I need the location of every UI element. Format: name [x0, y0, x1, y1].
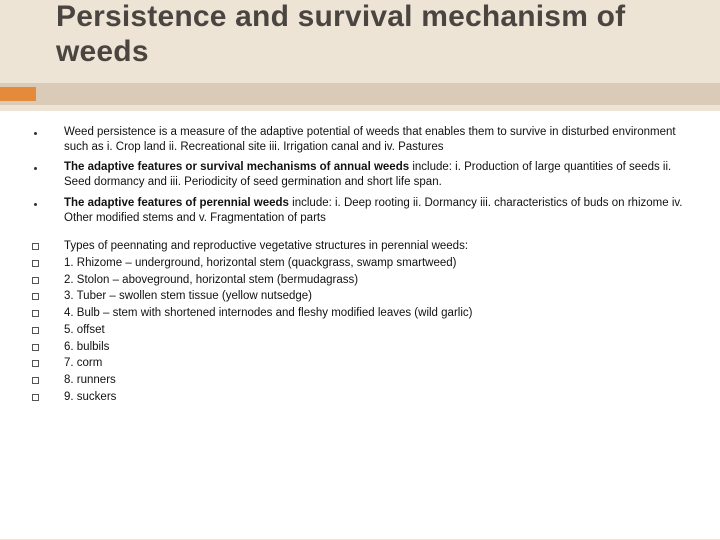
bullet-square-icon	[26, 289, 64, 303]
list-item: 5. offset	[26, 323, 694, 338]
spacer	[26, 231, 694, 239]
slide-title: Persistence and survival mechanism of we…	[56, 0, 720, 69]
list-item-text: 9. suckers	[64, 390, 694, 405]
bullet-square-icon	[26, 340, 64, 354]
list-item: 1. Rhizome – underground, horizontal ste…	[26, 256, 694, 271]
list-item: 4. Bulb – stem with shortened internodes…	[26, 306, 694, 321]
bullet-square-icon	[26, 273, 64, 287]
bullet-row: The adaptive features or survival mechan…	[26, 160, 694, 189]
list-item-text: 6. bulbils	[64, 340, 694, 355]
title-area: Persistence and survival mechanism of we…	[0, 0, 720, 69]
bullet-square-icon	[26, 356, 64, 370]
bullet-square-icon	[26, 256, 64, 270]
list-heading: Types of peennating and reproductive veg…	[64, 239, 694, 254]
list-item: 3. Tuber – swollen stem tissue (yellow n…	[26, 289, 694, 304]
bullet-square-icon	[26, 390, 64, 404]
bullet-square-icon	[26, 239, 64, 253]
list-items: 1. Rhizome – underground, horizontal ste…	[26, 256, 694, 404]
bullet-dot-icon	[26, 125, 64, 138]
bullet-dot-icon	[26, 160, 64, 173]
list-item: 7. corm	[26, 356, 694, 371]
paragraph-1: Weed persistence is a measure of the ada…	[64, 125, 694, 154]
bullet-square-icon	[26, 373, 64, 387]
list-item-text: 4. Bulb – stem with shortened internodes…	[64, 306, 694, 321]
list-item: 6. bulbils	[26, 340, 694, 355]
list-heading-row: Types of peennating and reproductive veg…	[26, 239, 694, 254]
paragraph-3-bold: The adaptive features of perennial weeds	[64, 197, 289, 209]
paragraph-3: The adaptive features of perennial weeds…	[64, 196, 694, 225]
content-area: Weed persistence is a measure of the ada…	[0, 111, 720, 539]
list-item-text: 7. corm	[64, 356, 694, 371]
list-item: 8. runners	[26, 373, 694, 388]
bullet-square-icon	[26, 306, 64, 320]
bullet-row: Weed persistence is a measure of the ada…	[26, 125, 694, 154]
bullet-dot-icon	[26, 196, 64, 209]
list-item: 2. Stolon – aboveground, horizontal stem…	[26, 273, 694, 288]
list-item-text: 2. Stolon – aboveground, horizontal stem…	[64, 273, 694, 288]
bullet-row: The adaptive features of perennial weeds…	[26, 196, 694, 225]
paragraph-2-bold: The adaptive features or survival mechan…	[64, 161, 409, 173]
accent-bar	[0, 83, 720, 105]
list-item-text: 3. Tuber – swollen stem tissue (yellow n…	[64, 289, 694, 304]
list-item-text: 8. runners	[64, 373, 694, 388]
bullet-square-icon	[26, 323, 64, 337]
list-item-text: 1. Rhizome – underground, horizontal ste…	[64, 256, 694, 271]
list-item-text: 5. offset	[64, 323, 694, 338]
list-item: 9. suckers	[26, 390, 694, 405]
paragraph-2: The adaptive features or survival mechan…	[64, 160, 694, 189]
